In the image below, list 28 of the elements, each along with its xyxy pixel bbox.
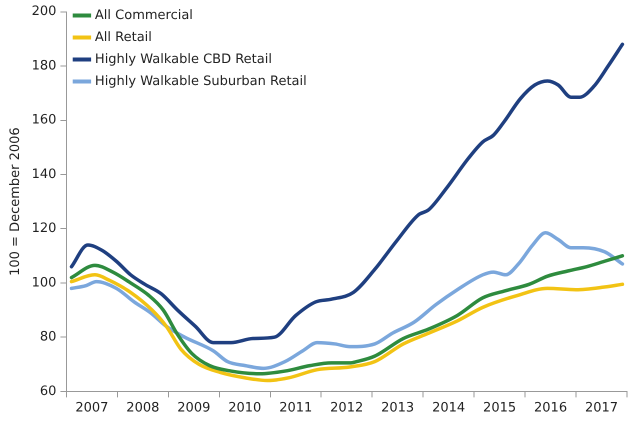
y-tick-label: 200	[32, 4, 56, 20]
x-tick-label: 2007	[75, 400, 108, 416]
legend-label: Highly Walkable CBD Retail	[94, 52, 272, 67]
x-tick-label: 2011	[279, 400, 312, 416]
y-tick-label: 60	[40, 384, 56, 399]
y-tick-label: 160	[32, 112, 56, 128]
x-tick-label: 2013	[381, 400, 414, 416]
x-tick-label: 2016	[534, 400, 568, 416]
line-series	[70, 42, 624, 344]
line-series	[70, 254, 624, 376]
y-tick-label: 80	[40, 330, 56, 345]
legend-label: All Retail	[94, 30, 152, 45]
x-tick-label: 2017	[584, 400, 618, 416]
x-tick-label: 2015	[483, 400, 516, 416]
legend-label: All Commercial	[94, 8, 193, 23]
y-tick-label: 120	[32, 221, 56, 236]
x-tick-label: 2014	[432, 400, 466, 416]
x-tick-label: 2010	[228, 400, 262, 416]
line-series	[70, 273, 624, 382]
y-tick-label: 100	[32, 275, 56, 290]
x-tick-label: 2008	[126, 400, 160, 416]
line-series	[70, 231, 624, 370]
y-tick-label: 140	[32, 166, 56, 182]
y-tick-label: 180	[32, 58, 56, 74]
y-axis-title: 100 = December 2006	[8, 127, 24, 276]
x-tick-label: 2012	[330, 400, 364, 416]
legend-label: Highly Walkable Suburban Retail	[94, 74, 307, 89]
x-tick-label: 2009	[177, 400, 210, 416]
